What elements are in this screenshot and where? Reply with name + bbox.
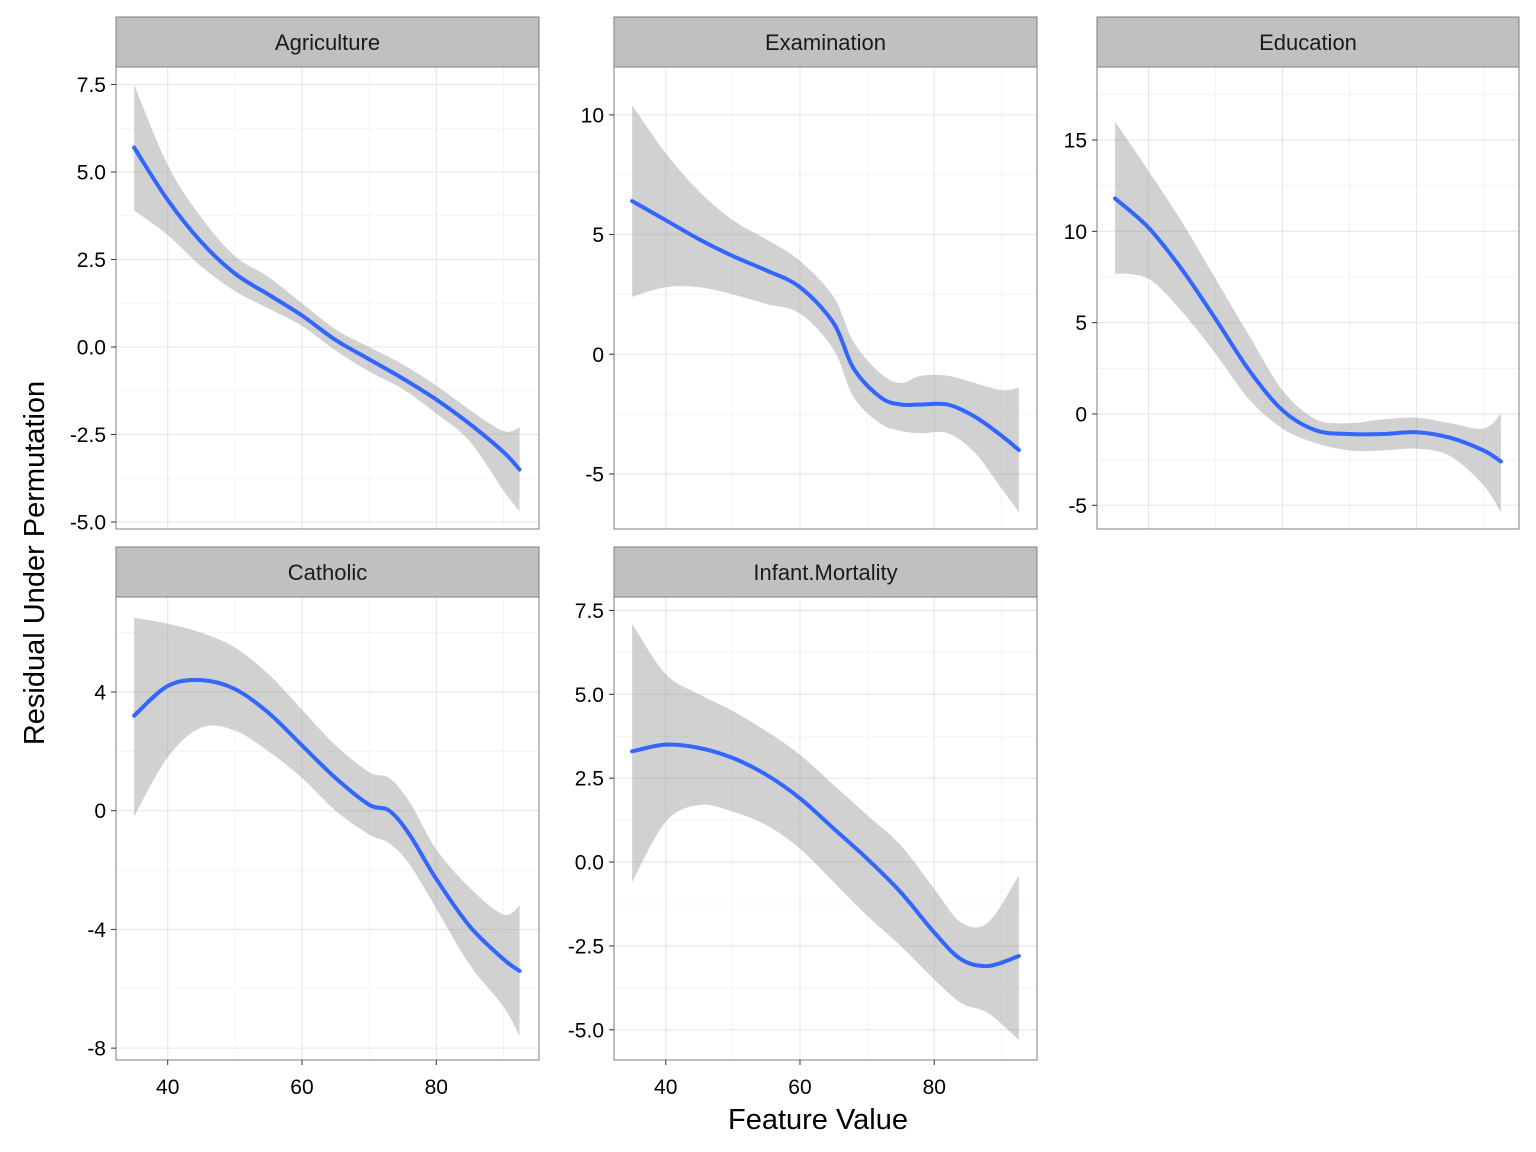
confidence-band-examination [632, 105, 1019, 513]
facet-title-catholic: Catholic [288, 560, 367, 585]
y-tick-label-education: 15 [1064, 130, 1087, 153]
facet-education: Education 15 10 5 0 -5 [1064, 16, 1520, 530]
y-tick-label-examination: 0 [592, 344, 604, 367]
y-tick-label-agriculture: -5.0 [70, 512, 106, 535]
y-tick-label-infant-mortality: 2.5 [575, 768, 604, 791]
facet-infant-mortality: Infant.Mortality 7.5 5.0 2.5 0.0 -2.5 -5.0 [568, 546, 1038, 1061]
y-tick-label-education: 5 [1075, 312, 1087, 335]
facet-title-infant-mortality: Infant.Mortality [753, 560, 897, 585]
y-tick-label-examination: 10 [581, 104, 604, 127]
y-tick-label-examination: 5 [592, 224, 604, 247]
y-tick-label-agriculture: 2.5 [77, 249, 106, 272]
x-tick-label-catholic: 60 [290, 1076, 313, 1099]
x-tick-label-infant-mortality: 40 [654, 1076, 677, 1099]
y-tick-label-infant-mortality: 5.0 [575, 684, 604, 707]
y-tick-label-catholic: -8 [87, 1038, 106, 1061]
y-tick-label-agriculture: -2.5 [70, 424, 106, 447]
panel-border-infant-mortality [613, 596, 1038, 1061]
smooth-line-education [1113, 196, 1503, 464]
facet-panels: Agriculture 7.5 5.0 2.5 0.0 -2.5 -5.0 Examinati… [70, 16, 1520, 1061]
y-tick-label-infant-mortality: 0.0 [575, 852, 604, 875]
y-tick-label-agriculture: 7.5 [77, 74, 106, 97]
facet-catholic: Catholic 4 0 -4 -8 [87, 546, 540, 1061]
panel-border-education [1096, 66, 1520, 530]
y-axis-title: Residual Under Permutation [19, 381, 51, 745]
facet-strip-infant-mortality [613, 546, 1038, 598]
panel-border-examination [613, 66, 1038, 530]
facet-strip-examination [613, 16, 1038, 68]
facet-agriculture: Agriculture 7.5 5.0 2.5 0.0 -2.5 -5.0 [70, 16, 540, 535]
x-tick-label-infant-mortality: 80 [923, 1076, 946, 1099]
facet-title-agriculture: Agriculture [275, 30, 380, 55]
x-tick-label-catholic: 80 [425, 1076, 448, 1099]
facet-strip-catholic [115, 546, 540, 598]
facet-strip-education [1096, 16, 1520, 68]
y-tick-label-education: -5 [1068, 495, 1087, 518]
confidence-band-education [1115, 121, 1501, 513]
y-tick-label-infant-mortality: -2.5 [568, 935, 604, 958]
y-tick-label-education: 0 [1075, 403, 1087, 426]
x-tick-label-infant-mortality: 60 [788, 1076, 811, 1099]
y-tick-label-agriculture: 5.0 [77, 162, 106, 185]
y-tick-label-infant-mortality: -5.0 [568, 1019, 604, 1042]
confidence-band-infant-mortality [632, 623, 1019, 1040]
facet-title-education: Education [1259, 30, 1357, 55]
panel-border-catholic [115, 596, 540, 1061]
panel-border-agriculture [115, 66, 540, 530]
confidence-band-catholic [134, 617, 520, 1037]
facet-examination: Examination 10 5 0 -5 [581, 16, 1038, 530]
smooth-line-examination [630, 199, 1021, 453]
y-tick-label-catholic: 4 [94, 681, 106, 704]
x-tick-label-catholic: 40 [156, 1076, 179, 1099]
confidence-band-agriculture [134, 84, 520, 512]
y-tick-label-infant-mortality: 7.5 [575, 600, 604, 623]
facet-title-examination: Examination [765, 30, 886, 55]
smooth-line-agriculture [132, 145, 522, 472]
y-tick-label-catholic: -4 [87, 919, 106, 942]
smooth-line-catholic [132, 677, 522, 973]
facet-strip-agriculture [115, 16, 540, 68]
y-tick-label-education: 10 [1064, 221, 1087, 244]
x-axes: 40 60 80 40 60 80 [156, 1060, 946, 1099]
y-tick-label-agriculture: 0.0 [77, 337, 106, 360]
y-tick-label-examination: -5 [585, 463, 604, 486]
smooth-line-infant-mortality [630, 742, 1021, 969]
y-tick-label-catholic: 0 [94, 800, 106, 823]
x-axis-title: Feature Value [728, 1104, 908, 1136]
